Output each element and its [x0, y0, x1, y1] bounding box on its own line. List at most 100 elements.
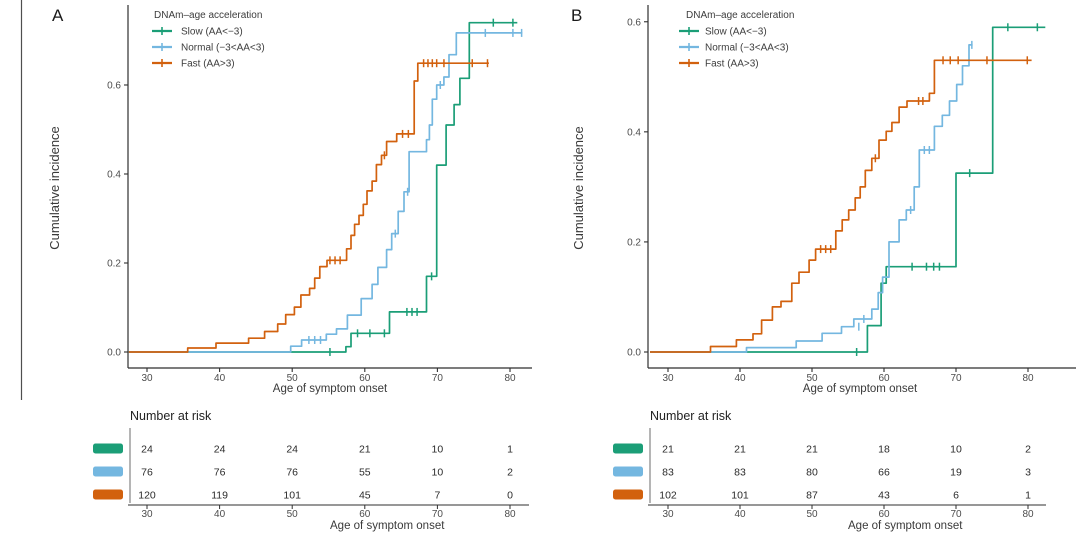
axes: 0.0 0.2 0.4 0.6 30 40 50 60 70 80	[107, 5, 532, 384]
risk-count: 2	[1025, 443, 1031, 455]
y-tick-label: 0.2	[627, 237, 641, 248]
risk-row-swatch-slow	[93, 443, 123, 454]
panel-b-risk-axis-title: Age of symptom onset	[848, 520, 963, 532]
censor-ticks-slow	[855, 23, 1039, 356]
x-tick-label: 80	[504, 373, 516, 384]
y-tick-label: 0.0	[107, 348, 121, 359]
panel-b-label: B	[571, 6, 582, 25]
curve-fast	[128, 62, 489, 353]
panel-a-label: A	[52, 6, 64, 25]
censor-ticks-fast	[819, 56, 1029, 254]
panel-b-risk-table-title: Number at risk	[650, 409, 732, 423]
legend-item-normal: Normal (−3<AA<3)	[705, 43, 789, 54]
risk-count: 80	[806, 466, 818, 478]
x-tick-label: 30	[662, 373, 674, 384]
y-tick-label: 0.0	[627, 348, 641, 359]
risk-count: 24	[286, 443, 298, 455]
risk-count: 66	[878, 466, 890, 478]
risk-row-swatch-normal	[93, 466, 123, 477]
risk-count: 76	[286, 466, 298, 478]
panel-a-x-axis-title: Age of symptom onset	[273, 383, 388, 395]
censor-ticks-fast	[329, 59, 489, 265]
panel-a-risk-table-title: Number at risk	[130, 409, 212, 423]
axes: 0.0 0.2 0.4 0.6 30 40 50 60 70 80	[627, 5, 1076, 384]
risk-x-tick-label: 70	[432, 509, 444, 520]
risk-count: 101	[283, 489, 301, 501]
risk-count: 24	[141, 443, 153, 455]
legend: Slow (AA<−3) Normal (−3<AA<3) Fast (AA>3)	[152, 27, 265, 70]
risk-row-swatch-fast	[613, 489, 643, 500]
risk-count: 21	[359, 443, 371, 455]
panel-b-plot-layer: 0.0 0.2 0.4 0.6 30 40 50 60 70 80 Slow (AA<−3) Norm…	[613, 5, 1076, 520]
y-tick-label: 0.2	[107, 258, 121, 269]
risk-x-tick-label: 70	[950, 509, 962, 520]
x-tick-label: 60	[359, 373, 371, 384]
risk-count: 43	[878, 489, 890, 501]
panel-b-y-axis-title: Cumulative incidence	[571, 126, 586, 250]
y-tick-label: 0.4	[107, 169, 121, 180]
risk-count: 83	[734, 466, 746, 478]
risk-x-tick-label: 30	[662, 509, 674, 520]
legend-item-slow: Slow (AA<−3)	[181, 27, 243, 38]
panel-a-y-axis-title: Cumulative incidence	[47, 126, 62, 250]
legend-item-fast: Fast (AA>3)	[181, 59, 235, 70]
panel-b-legend-title: DNAm–age acceleration	[686, 10, 794, 21]
x-tick-label: 30	[141, 373, 153, 384]
risk-x-tick-label: 80	[504, 509, 516, 520]
risk-count: 19	[950, 466, 962, 478]
risk-count: 101	[731, 489, 749, 501]
panel-a-risk-axis-title: Age of symptom onset	[330, 520, 445, 532]
risk-count: 21	[662, 443, 674, 455]
y-tick-label: 0.4	[627, 127, 641, 138]
x-tick-label: 60	[878, 373, 890, 384]
risk-count: 76	[141, 466, 153, 478]
legend: Slow (AA<−3) Normal (−3<AA<3) Fast (AA>3)	[679, 27, 789, 70]
risk-count: 1	[507, 443, 513, 455]
x-tick-label: 50	[806, 373, 818, 384]
legend-item-slow: Slow (AA<−3)	[705, 27, 767, 38]
curve-normal	[128, 32, 523, 353]
x-tick-label: 70	[950, 373, 962, 384]
censor-ticks-slow	[329, 18, 514, 356]
risk-x-tick-label: 40	[214, 509, 226, 520]
risk-count: 10	[432, 466, 444, 478]
risk-count: 10	[950, 443, 962, 455]
risk-count: 102	[659, 489, 677, 501]
curve-slow	[650, 26, 1046, 353]
y-tick-label: 0.6	[627, 17, 641, 28]
curve-fast	[650, 59, 1032, 353]
censor-ticks-normal	[308, 28, 523, 344]
risk-count: 3	[1025, 466, 1031, 478]
risk-count: 83	[662, 466, 674, 478]
risk-count: 0	[507, 489, 513, 501]
y-tick-label: 0.6	[107, 80, 121, 91]
curve-normal	[650, 44, 973, 353]
risk-row-swatch-fast	[93, 489, 123, 500]
risk-x-tick-label: 50	[806, 509, 818, 520]
risk-count: 1	[1025, 489, 1031, 501]
risk-count: 76	[214, 466, 226, 478]
risk-x-tick-label: 30	[141, 509, 153, 520]
risk-count: 45	[359, 489, 371, 501]
risk-count: 21	[734, 443, 746, 455]
risk-count: 55	[359, 466, 371, 478]
legend-item-normal: Normal (−3<AA<3)	[181, 43, 265, 54]
risk-count: 87	[806, 489, 818, 501]
curves-layer	[650, 23, 1046, 356]
censor-ticks-normal	[858, 40, 973, 331]
risk-count: 6	[953, 489, 959, 501]
x-tick-label: 40	[214, 373, 226, 384]
panel-a-legend-title: DNAm–age acceleration	[154, 10, 262, 21]
curves-layer	[128, 18, 523, 356]
risk-count: 120	[138, 489, 156, 501]
risk-count: 2	[507, 466, 513, 478]
risk-count: 7	[434, 489, 440, 501]
risk-row-swatch-slow	[613, 443, 643, 454]
risk-count: 119	[211, 489, 228, 501]
risk-count: 18	[878, 443, 890, 455]
x-tick-label: 80	[1022, 373, 1034, 384]
risk-count: 24	[214, 443, 226, 455]
